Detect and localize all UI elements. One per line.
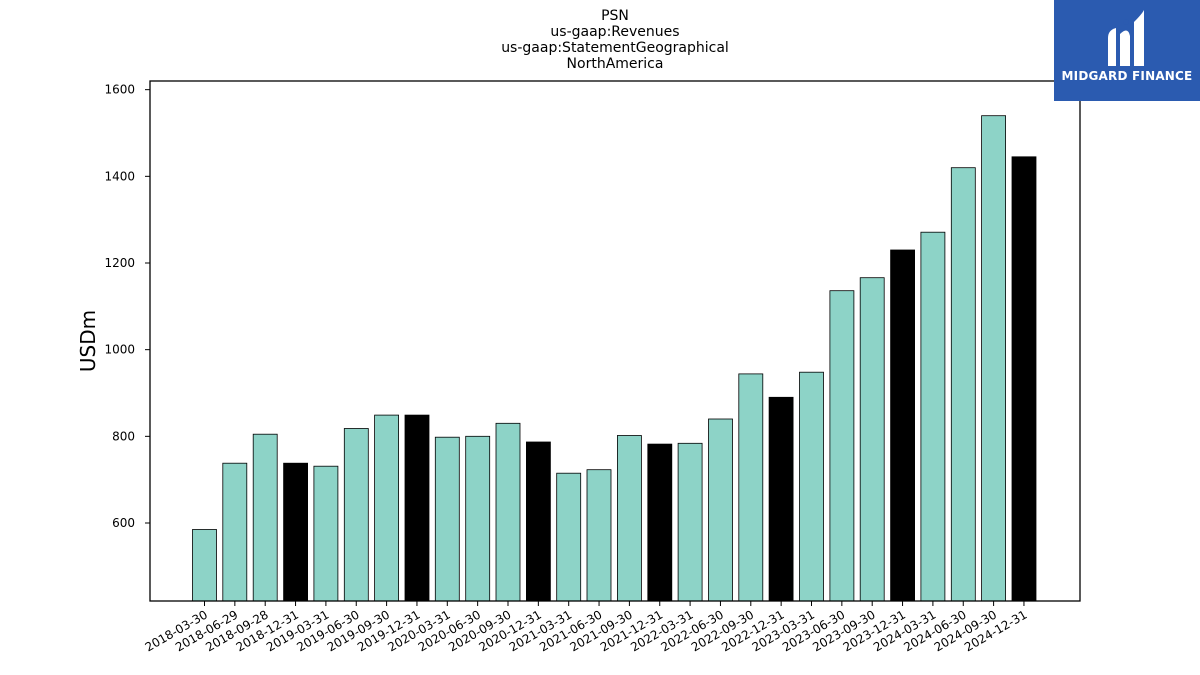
bar <box>1011 156 1037 602</box>
midgard-m-icon <box>1108 10 1144 67</box>
y-tick-label: 800 <box>112 429 135 443</box>
y-tick-label: 600 <box>112 516 135 530</box>
bar <box>829 290 855 602</box>
bar <box>404 414 430 602</box>
bar <box>708 418 733 602</box>
plot-frame <box>149 80 1081 602</box>
y-tick-label: 1200 <box>104 256 135 270</box>
chart-title-line: NorthAmerica <box>567 56 664 72</box>
bar <box>526 441 551 602</box>
bar <box>556 472 582 602</box>
bar <box>859 277 885 602</box>
bar <box>920 231 946 602</box>
chart-title-line: us-gaap:StatementGeographical <box>501 40 729 56</box>
midgard-finance-logo: MIDGARD FINANCE <box>1054 0 1200 101</box>
bar <box>586 469 612 602</box>
bar <box>617 435 642 602</box>
bars <box>192 115 1037 602</box>
bar <box>950 167 976 602</box>
chart-title-line: us-gaap:Revenues <box>550 24 679 40</box>
chart-title: PSNus-gaap:Revenuesus-gaap:StatementGeog… <box>501 8 729 72</box>
y-tick-label: 1000 <box>104 343 135 357</box>
bar <box>434 436 460 602</box>
y-axis: 600 800 1000 1200 1400 1600 <box>104 83 150 530</box>
bar <box>495 422 521 602</box>
bar <box>738 373 764 602</box>
bar <box>343 428 369 602</box>
bar <box>890 249 915 602</box>
bar <box>313 465 339 602</box>
bar <box>374 414 400 602</box>
bar <box>677 442 703 602</box>
bar <box>768 396 794 602</box>
y-tick-label: 1400 <box>104 169 135 183</box>
chart-title-line: PSN <box>601 8 629 24</box>
bar <box>799 371 824 602</box>
y-tick-label: 1600 <box>104 83 135 97</box>
bar <box>222 462 248 602</box>
bar <box>647 443 673 602</box>
bar <box>465 435 491 602</box>
y-axis-label: USDm <box>76 310 100 372</box>
logo-text: MIDGARD FINANCE <box>1061 69 1193 83</box>
bar <box>981 115 1006 602</box>
bar <box>283 462 309 602</box>
x-axis: 2018-03-302018-06-292018-09-282018-12-31… <box>143 601 1029 654</box>
bar <box>192 529 217 602</box>
bar <box>252 433 278 602</box>
